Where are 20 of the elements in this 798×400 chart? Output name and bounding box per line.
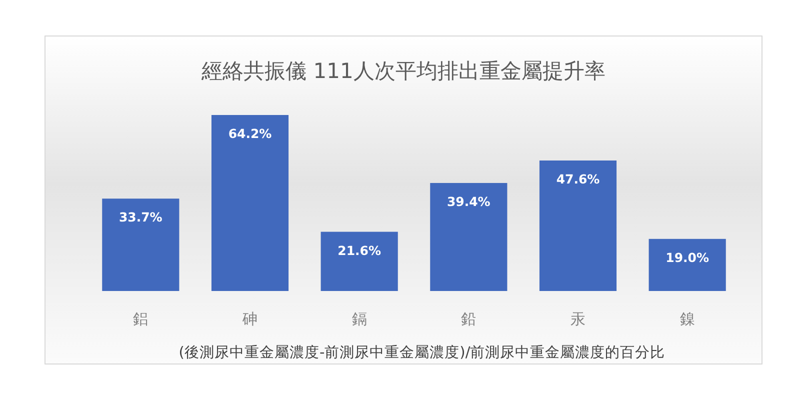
chart-title: 經絡共振儀 111人次平均排出重金屬提升率 xyxy=(200,59,606,83)
bar xyxy=(102,198,180,291)
x-tick-label: 砷 xyxy=(242,310,258,328)
data-label: 33.7% xyxy=(118,210,163,225)
bar xyxy=(320,232,398,291)
bar xyxy=(430,182,508,291)
bar xyxy=(648,238,726,291)
x-tick-label: 鎳 xyxy=(680,310,695,328)
x-axis-title: (後測尿中重金屬濃度-前測尿中重金屬濃度)/前測尿中重金屬濃度的百分比 xyxy=(178,344,666,361)
data-label: 39.4% xyxy=(446,194,491,209)
data-label: 47.6% xyxy=(556,172,600,187)
x-tick-label: 鎘 xyxy=(352,310,367,328)
x-tick-label: 汞 xyxy=(570,310,586,328)
x-tick-label: 鋁 xyxy=(133,310,148,328)
x-tick-label: 鉛 xyxy=(461,310,476,328)
data-label: 64.2% xyxy=(228,126,272,141)
bar xyxy=(539,160,617,291)
data-label: 19.0% xyxy=(666,250,710,265)
data-label: 21.6% xyxy=(338,242,382,258)
bar xyxy=(211,115,289,291)
